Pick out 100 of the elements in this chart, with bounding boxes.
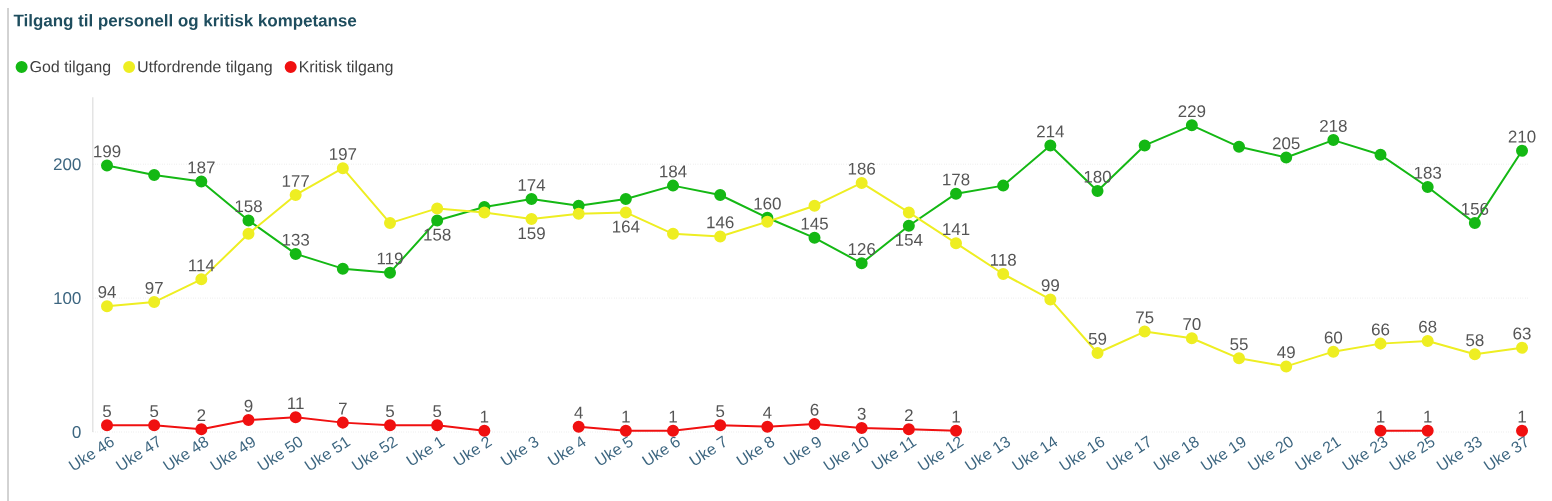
x-tick-label: Uke 2 (453, 436, 493, 465)
point (808, 417, 821, 430)
data-label: 197 (330, 148, 357, 161)
point (714, 230, 727, 243)
point (1516, 144, 1529, 157)
data-label: 3 (857, 407, 866, 420)
point (761, 420, 774, 433)
data-label: 97 (145, 281, 163, 294)
point (148, 419, 161, 432)
data-label: 229 (1178, 105, 1206, 118)
point (855, 421, 868, 434)
x-tick-label: Uke 50 (256, 436, 303, 470)
data-label: 1 (952, 410, 960, 423)
point (667, 227, 680, 240)
point (195, 175, 208, 188)
x-tick-label: Uke 12 (917, 436, 964, 470)
point (1327, 345, 1340, 358)
data-label: 118 (990, 253, 1016, 266)
data-label: 59 (1088, 332, 1107, 345)
point (384, 266, 396, 279)
data-label: 5 (385, 405, 394, 418)
data-label: 133 (282, 233, 310, 246)
x-tick-label: Uke 14 (1011, 436, 1058, 470)
point (1468, 348, 1481, 361)
point (667, 179, 680, 192)
data-label: 49 (1277, 346, 1295, 359)
data-label: 146 (707, 216, 734, 229)
x-tick-label: Uke 47 (115, 435, 159, 470)
point (619, 193, 632, 206)
point (950, 237, 963, 250)
data-label: 2 (904, 409, 913, 422)
x-tick-label: Uke 19 (1200, 436, 1246, 470)
y-tick-label: 100 (54, 292, 81, 305)
x-tick-label: Uke 6 (641, 436, 680, 465)
data-label: 9 (244, 399, 253, 412)
point (384, 217, 396, 230)
point (1091, 184, 1104, 197)
x-tick-label: Uke 1 (405, 437, 446, 465)
point (619, 424, 632, 437)
chart-title: Tilgang til personell og kritisk kompetanse (13, 14, 357, 30)
x-tick-label: Uke 9 (783, 436, 821, 465)
point (855, 176, 868, 189)
point (1044, 139, 1057, 152)
point (1280, 151, 1293, 164)
point (1044, 293, 1057, 306)
point (1327, 134, 1340, 147)
data-label: 66 (1371, 323, 1390, 336)
data-label: 4 (574, 406, 583, 419)
x-tick-label: Uke 25 (1389, 435, 1435, 470)
point (1091, 347, 1104, 359)
x-tick-label: Uke 16 (1058, 436, 1105, 470)
x-tick-label: Uke 20 (1247, 436, 1293, 470)
data-label: 60 (1324, 331, 1343, 344)
data-label: 199 (94, 145, 121, 158)
point (1374, 148, 1387, 161)
point (1185, 332, 1198, 345)
x-tick-label: Uke 11 (871, 437, 917, 470)
point (101, 159, 113, 172)
point (1233, 352, 1246, 365)
data-label: 184 (660, 165, 687, 178)
point (1516, 424, 1529, 437)
point (1280, 360, 1293, 373)
data-label: 1 (1377, 410, 1385, 423)
point (808, 231, 821, 244)
point (336, 416, 349, 429)
data-label: 145 (801, 217, 828, 230)
point (101, 419, 113, 432)
point (950, 187, 963, 200)
data-label: 158 (235, 200, 262, 213)
x-tick-label: Uke 49 (209, 436, 255, 470)
point (525, 193, 538, 206)
point (572, 420, 585, 433)
data-label: 68 (1419, 320, 1437, 333)
x-tick-label: Uke 7 (688, 435, 725, 465)
data-label: 1 (1424, 410, 1432, 423)
legend-label: Utfordrende tilgang (138, 60, 272, 76)
point (242, 413, 255, 426)
point (855, 257, 868, 270)
data-label: 63 (1513, 327, 1531, 340)
data-label: 141 (943, 223, 970, 235)
x-tick-label: Uke 17 (1106, 435, 1150, 470)
data-label: 94 (98, 285, 116, 298)
data-label: 5 (150, 405, 159, 418)
x-tick-label: Uke 51 (304, 437, 351, 470)
data-label: 5 (102, 405, 111, 418)
x-tick-label: Uke 13 (964, 436, 1011, 470)
point (431, 214, 444, 227)
point (384, 419, 396, 432)
point (902, 206, 915, 219)
x-tick-label: Uke 3 (500, 436, 539, 465)
data-label: 70 (1183, 318, 1201, 331)
x-tick-label: Uke 21 (1294, 437, 1342, 470)
point (336, 162, 349, 175)
data-label: 99 (1041, 279, 1059, 292)
point (997, 179, 1010, 192)
data-label: 6 (810, 403, 819, 416)
point (619, 206, 632, 219)
x-tick-label: Uke 52 (351, 436, 398, 470)
data-label: 178 (943, 173, 970, 186)
data-label: 1 (480, 410, 489, 423)
